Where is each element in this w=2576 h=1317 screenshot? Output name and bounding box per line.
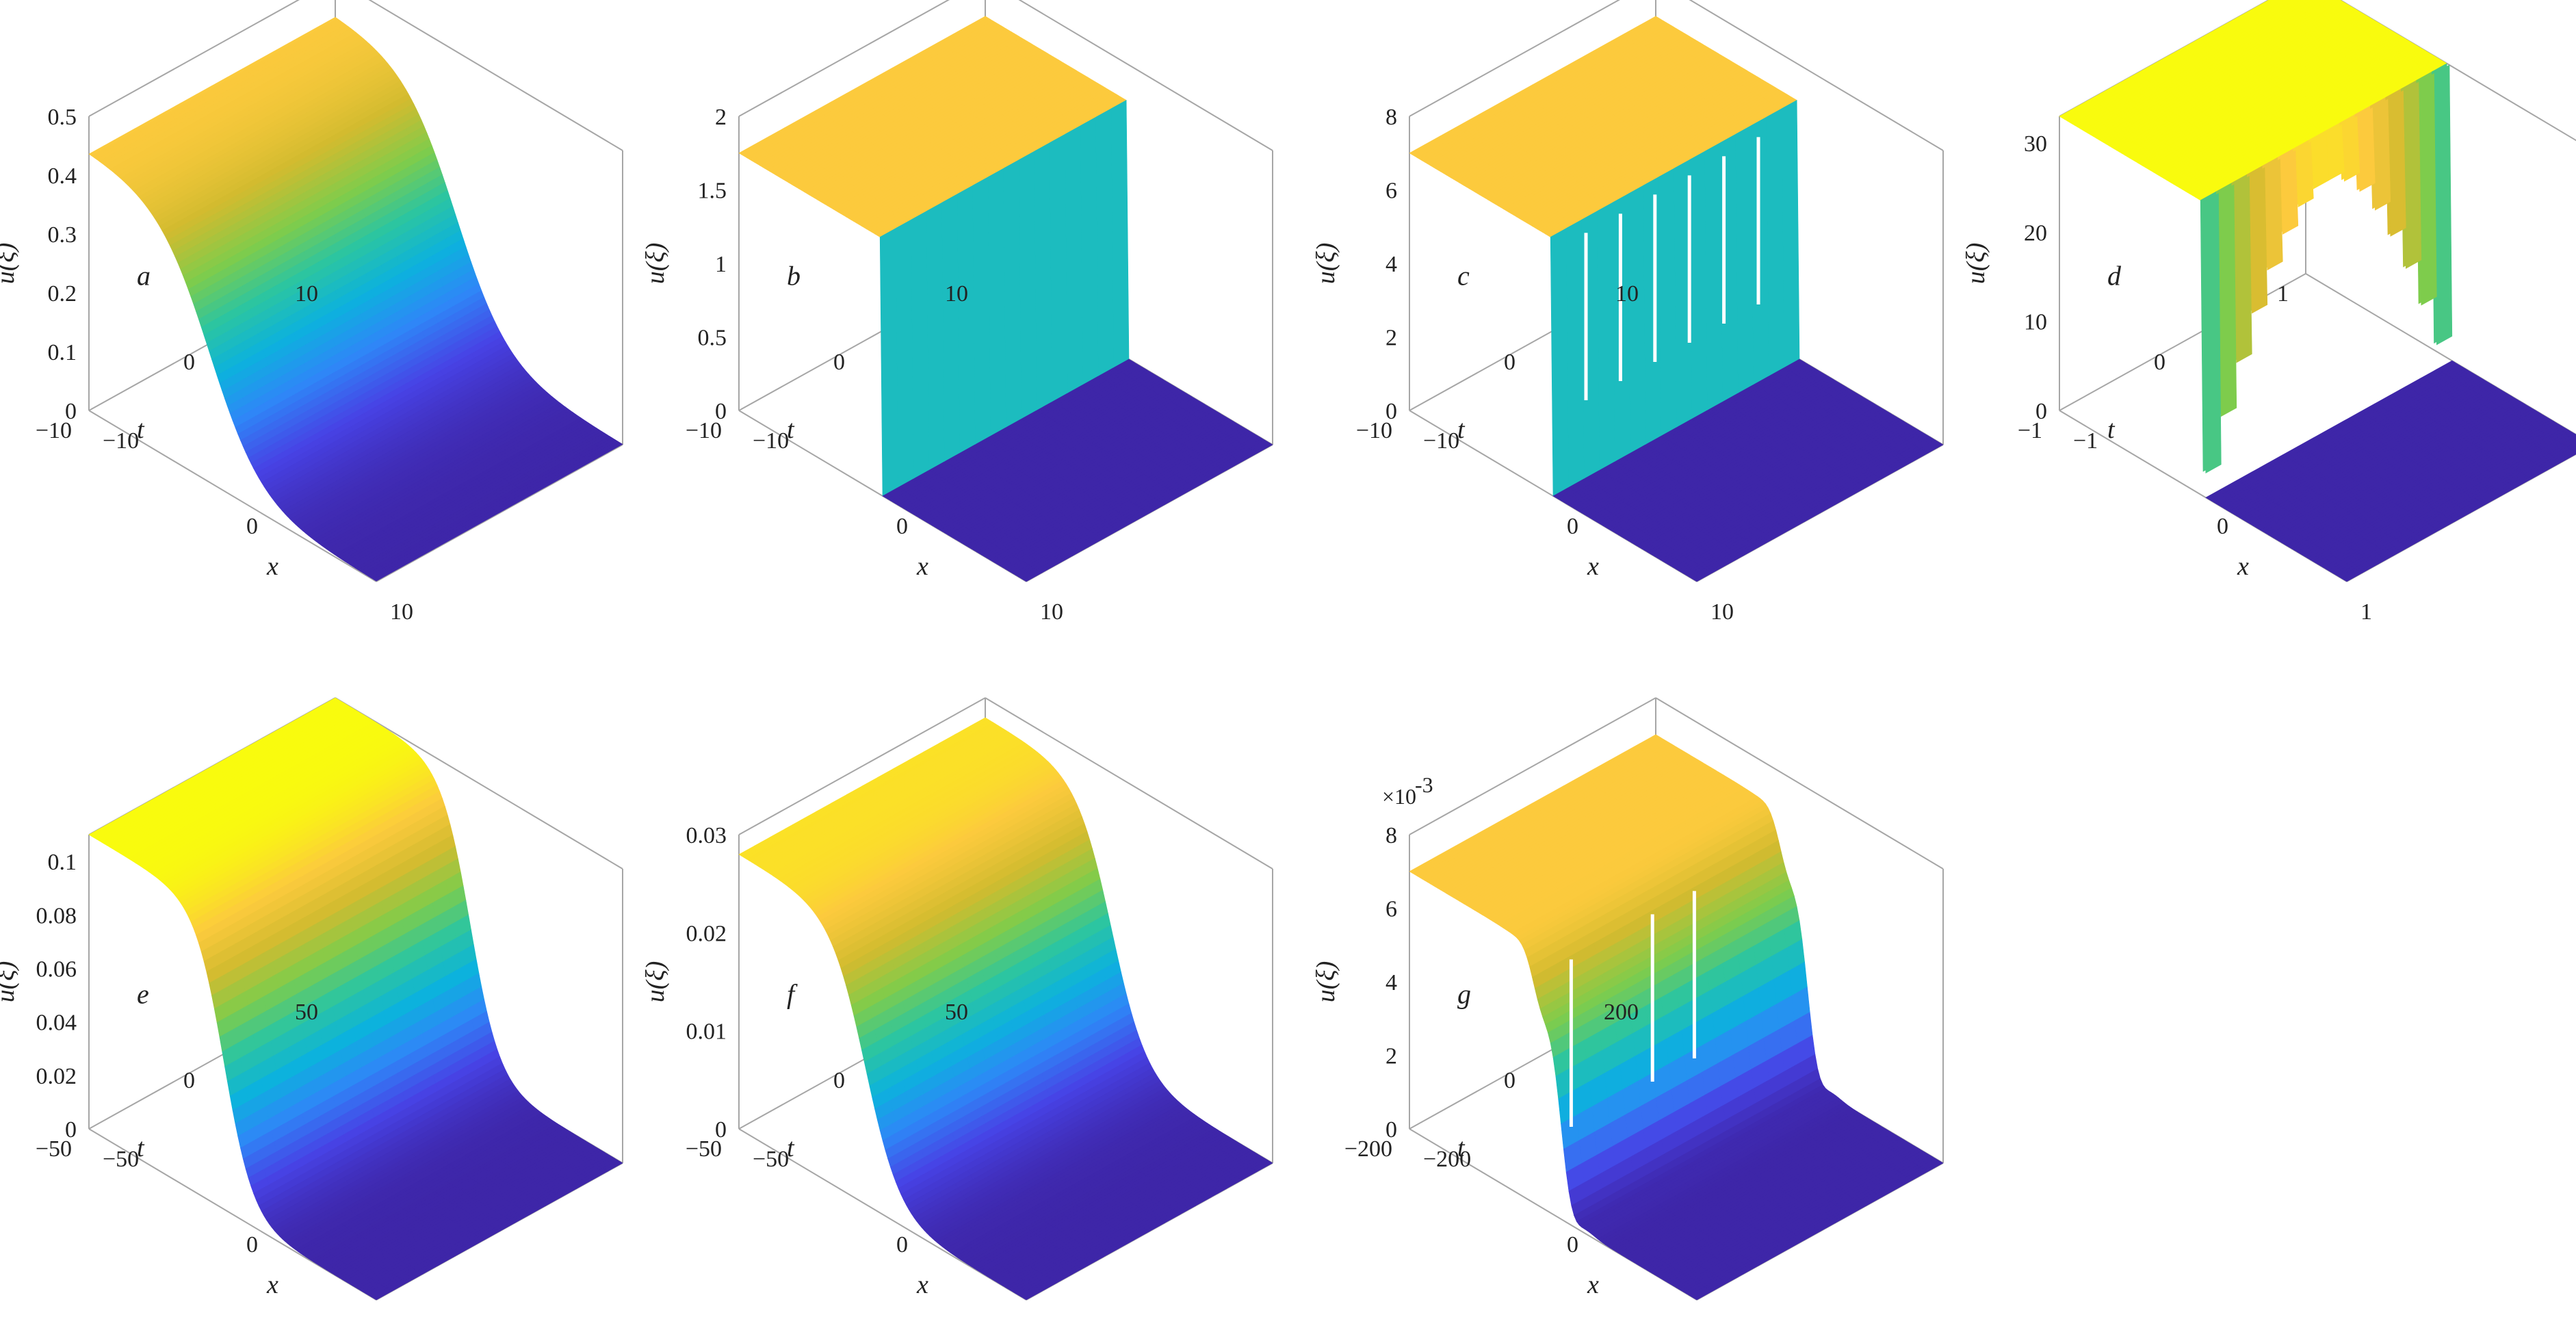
t-axis-label: t [137,415,145,444]
panel-letter: a [137,261,151,291]
surface-patch [1018,151,1037,420]
box-edge-front-x [88,410,377,582]
x-tick-label: −10 [753,428,789,454]
surface-patch [1064,125,1083,394]
surface-patch [987,168,1006,437]
t-tick-label: 0 [833,350,845,375]
surface-patch [1765,108,1784,377]
z-tick-label: 0.2 [48,281,77,307]
z-axis-label: u(ξ) [641,243,670,285]
x-tick-label: 10 [390,599,413,625]
surface-patch [879,228,898,497]
surface-patch [1734,125,1754,394]
surface-patch [1095,108,1114,377]
z-tick-label: 1.5 [698,179,727,204]
t-tick-label: −10 [36,418,72,443]
x-tick-label: −10 [103,428,139,454]
t-tick-label: 0 [183,350,195,375]
z-axis-label: u(ξ) [0,243,20,285]
x-tick-label: 10 [1040,599,1063,625]
t-axis-label: t [787,415,795,444]
surface-patch [1033,142,1052,411]
surface-patch [895,219,914,488]
surface-patch [1689,151,1708,420]
surface-patch [957,185,976,454]
t-tick-label: −10 [686,418,722,443]
surface-patch [1704,142,1723,411]
surface-patch [1642,177,1661,445]
surface-patch [1658,168,1677,437]
surface-patch [1627,185,1646,454]
surface-patch [1781,99,1800,369]
z-tick-label: 0.5 [698,326,727,351]
z-tick-label: 0.3 [48,222,77,248]
surface-patch [1002,159,1022,428]
z-tick-label: 0.5 [48,105,77,130]
x-tick-label: 0 [246,514,258,539]
box-edge-top-back [368,0,623,151]
t-tick-label: 10 [295,281,318,307]
panel-letter: b [787,261,801,291]
x-axis-label: x [266,552,278,581]
surface-patch [941,194,960,462]
t-tick-label: 10 [945,281,968,307]
x-axis-label: x [916,552,928,581]
surface-patch [926,202,945,471]
surface-patch [910,211,929,480]
surface-patch [1110,99,1130,369]
z-tick-label: 0.4 [48,164,77,189]
z-tick-label: 1 [715,252,727,277]
x-tick-label: 0 [896,514,908,539]
surface-patch [972,177,991,445]
surface-patch [1049,133,1068,403]
box-edge-right-t [376,444,623,582]
z-tick-label: 2 [715,105,727,130]
surface-patch [1596,202,1615,471]
box-edge-top-left [88,0,300,117]
z-tick-label: 0.1 [48,340,77,365]
surface-patch [1080,116,1099,386]
